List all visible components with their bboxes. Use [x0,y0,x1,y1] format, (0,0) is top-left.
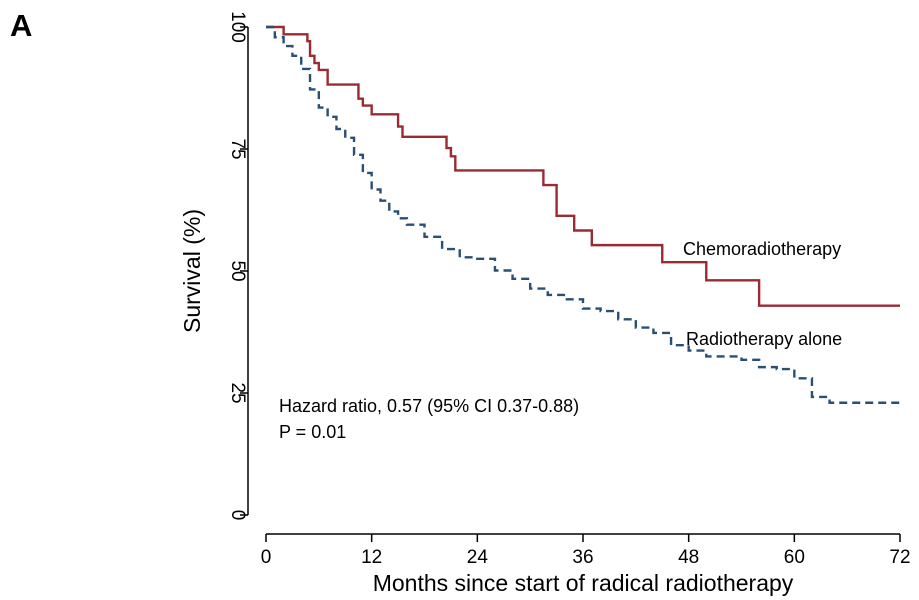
radiotherapy-alone-label: Radiotherapy alone [686,329,842,349]
y-tick-label: 75 [227,138,248,159]
x-tick-label: 48 [678,547,699,568]
x-axis-title: Months since start of radical radiothera… [373,570,794,596]
hazard-ratio-annotation: Hazard ratio, 0.57 (95% CI 0.37-0.88) [279,396,579,416]
x-tick-label: 12 [361,547,382,568]
panel-label: A [10,8,33,43]
labels-layer: Chemoradiotherapy Radiotherapy alone Hazar… [279,239,842,442]
y-axis-title: Survival (%) [179,209,205,333]
x-tick-label: 72 [889,547,910,568]
y-tick-label: 0 [227,510,248,521]
series-layer [266,25,900,404]
y-tick-label: 100 [227,11,248,43]
x-tick-label: 0 [261,547,272,568]
chemoradiotherapy-line [266,25,900,307]
x-tick-label: 60 [784,547,805,568]
y-tick-label: 25 [227,382,248,403]
y-tick-label: 50 [227,260,248,281]
x-tick-label: 24 [467,547,489,568]
x-tick-label: 36 [572,547,593,568]
p-value-annotation: P = 0.01 [279,422,346,442]
axes: 0 25 50 75 100 0 12 24 36 48 60 72 Months since star… [179,11,911,596]
radiotherapy-alone-line [266,25,900,404]
chemoradiotherapy-label: Chemoradiotherapy [683,239,841,259]
